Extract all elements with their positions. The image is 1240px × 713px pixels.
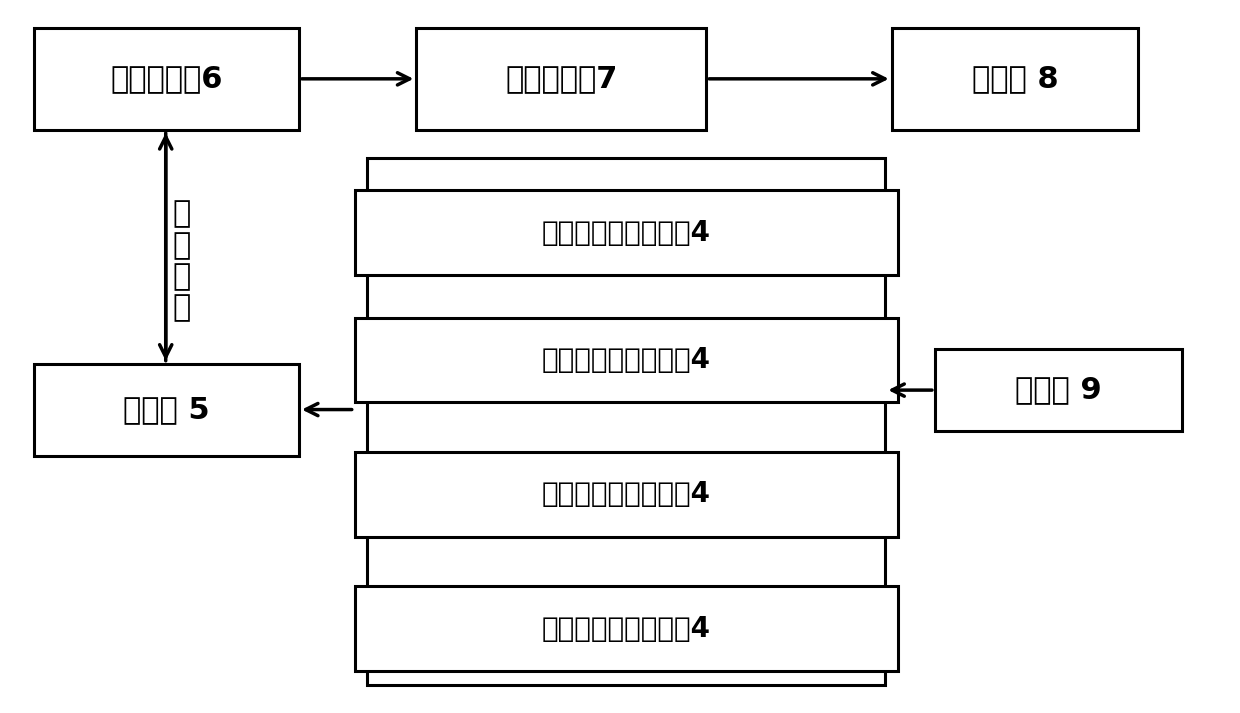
Bar: [33, 364, 299, 456]
Text: 计算机 8: 计算机 8: [972, 64, 1058, 93]
Text: 张拉数据智能处理仪4: 张拉数据智能处理仪4: [542, 346, 711, 374]
Bar: [892, 28, 1138, 130]
Text: 网络服务器6: 网络服务器6: [110, 64, 223, 93]
Bar: [355, 586, 898, 672]
Text: 传感器 9: 传感器 9: [1014, 376, 1101, 404]
Bar: [355, 190, 898, 275]
Text: 张拉数据智能处理仪4: 张拉数据智能处理仪4: [542, 481, 711, 508]
Text: 张拉数据智能处理仪4: 张拉数据智能处理仪4: [542, 219, 711, 247]
Text: 主控仪 5: 主控仪 5: [123, 395, 210, 424]
Text: 无
线
网
络: 无 线 网 络: [172, 200, 191, 322]
Bar: [417, 28, 707, 130]
Bar: [355, 317, 898, 402]
Bar: [355, 452, 898, 537]
Bar: [935, 349, 1182, 431]
Bar: [33, 28, 299, 130]
Text: 数据服务器7: 数据服务器7: [505, 64, 618, 93]
Text: 张拉数据智能处理仪4: 张拉数据智能处理仪4: [542, 615, 711, 643]
Bar: [367, 158, 885, 685]
